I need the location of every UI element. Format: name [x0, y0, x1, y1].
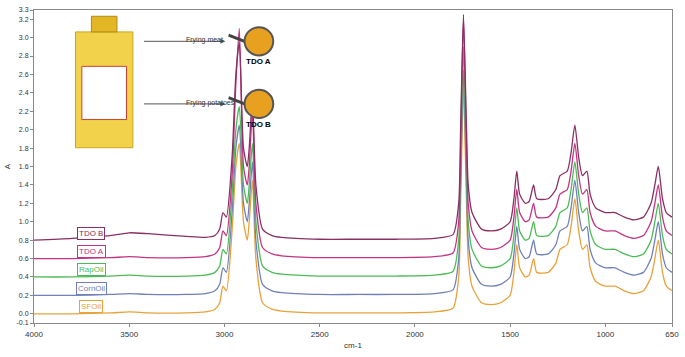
svg-text:CornOil: CornOil: [78, 284, 105, 293]
svg-text:0.0: 0.0: [19, 310, 29, 317]
svg-text:TDO B: TDO B: [246, 120, 271, 129]
svg-text:1.0: 1.0: [19, 218, 29, 225]
svg-text:Frying meat: Frying meat: [186, 36, 223, 44]
svg-text:TDO A: TDO A: [246, 57, 271, 66]
svg-text:2000: 2000: [406, 330, 424, 339]
svg-text:1000: 1000: [596, 330, 614, 339]
svg-text:TDO A: TDO A: [79, 247, 104, 256]
svg-text:1500: 1500: [501, 330, 519, 339]
svg-text:1.8: 1.8: [19, 145, 29, 152]
svg-text:SFOil: SFOil: [81, 302, 101, 311]
svg-text:2.2: 2.2: [19, 108, 29, 115]
svg-text:A: A: [3, 163, 12, 169]
svg-text:TDO B: TDO B: [79, 229, 103, 238]
svg-text:cm-1: cm-1: [344, 341, 362, 350]
svg-text:3000: 3000: [216, 330, 234, 339]
svg-text:-0.1: -0.1: [17, 319, 29, 326]
svg-text:2.8: 2.8: [19, 52, 29, 59]
svg-text:0.2: 0.2: [19, 292, 29, 299]
svg-text:0.8: 0.8: [19, 237, 29, 244]
svg-text:2.4: 2.4: [19, 89, 29, 96]
svg-text:2.6: 2.6: [19, 71, 29, 78]
svg-text:2500: 2500: [311, 330, 329, 339]
svg-text:3500: 3500: [120, 330, 138, 339]
svg-text:650: 650: [665, 330, 679, 339]
svg-text:0.6: 0.6: [19, 255, 29, 262]
svg-text:2.0: 2.0: [19, 126, 29, 133]
svg-text:0.4: 0.4: [19, 273, 29, 280]
svg-text:RapOil: RapOil: [79, 265, 104, 274]
svg-text:1.4: 1.4: [19, 181, 29, 188]
svg-text:3.0: 3.0: [19, 34, 29, 41]
svg-text:Frying potatoes: Frying potatoes: [186, 99, 235, 107]
svg-text:1.2: 1.2: [19, 200, 29, 207]
svg-text:3.3: 3.3: [19, 6, 29, 13]
svg-text:4000: 4000: [25, 330, 43, 339]
svg-text:1.6: 1.6: [19, 163, 29, 170]
svg-text:3.2: 3.2: [19, 16, 29, 23]
